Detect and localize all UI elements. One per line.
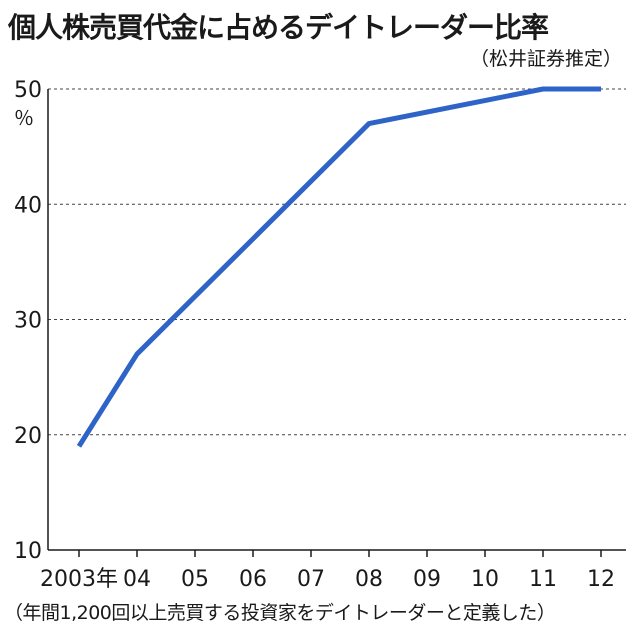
x-tick-label: 05 <box>181 567 209 592</box>
tick-labels: 10 20 30 40 50 ％ 2003年 04 05 06 07 08 09 10 11 12 <box>14 78 615 592</box>
x-tick-label: 10 <box>471 567 499 592</box>
y-tick-label-10: 10 <box>14 539 42 564</box>
gridlines <box>48 88 626 436</box>
y-unit-label: ％ <box>14 106 34 130</box>
footnote: （年間1,200回以上売買する投資家をデイトレーダーと定義した） <box>4 602 556 624</box>
x-tick-label: 2003年 <box>40 567 118 592</box>
series-layer <box>76 86 601 448</box>
x-tick-label: 07 <box>297 567 325 592</box>
axes <box>47 89 626 557</box>
chart-title: 個人株売買代金に占めるデイトレーダー比率 <box>8 11 549 44</box>
x-tick-label: 11 <box>529 567 557 592</box>
line-chart: 10 20 30 40 50 ％ 2003年 04 05 06 07 08 09 10 11 12 <box>14 78 626 592</box>
y-tick-label-50: 50 <box>14 78 42 103</box>
y-tick-label-40: 40 <box>14 193 42 218</box>
x-tick-label: 12 <box>587 567 615 592</box>
series-line-0 <box>76 86 601 448</box>
x-tick-label: 04 <box>123 567 151 592</box>
source-note: （松井証券推定） <box>469 48 622 70</box>
x-tick-label: 08 <box>355 567 383 592</box>
y-tick-label-30: 30 <box>14 309 42 334</box>
y-tick-label-20: 20 <box>14 424 42 449</box>
x-tick-label: 06 <box>239 567 267 592</box>
x-tick-label: 09 <box>413 567 441 592</box>
